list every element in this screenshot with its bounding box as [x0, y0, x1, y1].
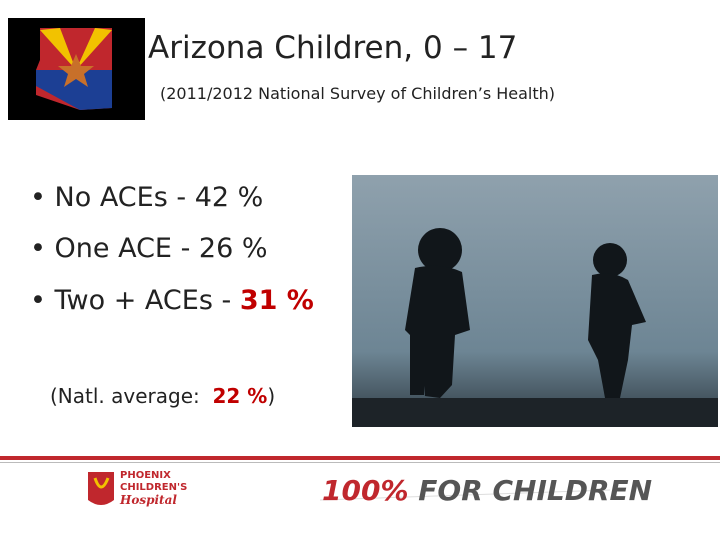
logo-text: Hospital	[120, 493, 177, 507]
arizona-flag-map	[36, 28, 112, 110]
slogan-number: 100%	[322, 474, 409, 507]
bullet-value: 26 %	[198, 233, 268, 264]
subtitle: (2011/2012 National Survey of Children’s…	[160, 84, 556, 103]
photo	[352, 175, 718, 427]
slogan-underline	[319, 489, 611, 501]
bullet: • One ACE - 26 %	[30, 233, 268, 264]
note: (Natl. average: 22 %)	[50, 384, 275, 408]
bullet-label: One ACE -	[54, 233, 199, 264]
bullet: • Two + ACEs - 31 %	[30, 285, 314, 316]
logo-text: PHOENIX	[120, 470, 171, 481]
bullet-value: 31 %	[239, 285, 314, 316]
note-label: (Natl. average:	[50, 384, 213, 408]
slogan-text: FOR CHILDREN	[418, 474, 653, 507]
bullet-label: Two + ACEs -	[54, 285, 240, 316]
title: Arizona Children, 0 – 17	[148, 30, 518, 66]
bullet-label: No ACEs -	[54, 182, 195, 213]
logo-icon	[88, 472, 114, 505]
note-close: )	[267, 384, 276, 408]
footer-rule	[0, 456, 720, 460]
note-value: 22 %	[212, 384, 268, 408]
bullet: • No ACEs - 42 %	[30, 182, 264, 213]
bullet-value: 42 %	[194, 182, 264, 213]
logo-text: CHILDREN'S	[120, 482, 188, 493]
footer-rule-thin	[0, 462, 720, 463]
slogan: 100% FOR CHILDREN	[322, 474, 652, 507]
